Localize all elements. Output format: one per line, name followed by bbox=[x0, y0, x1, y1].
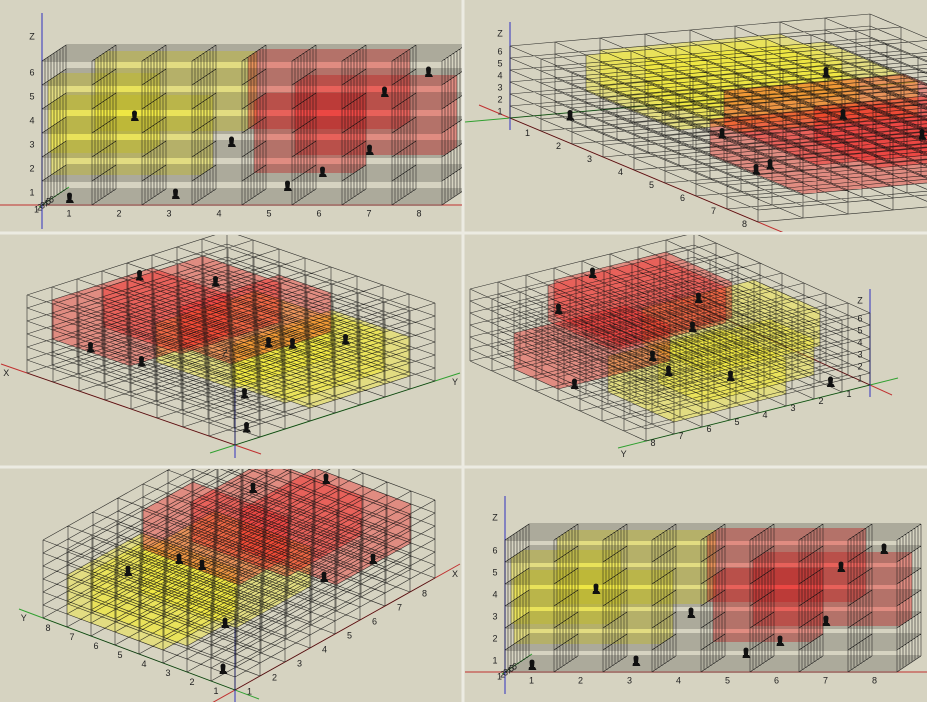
axis-tick-label: 4 bbox=[762, 410, 767, 420]
axis-tick-label: 5 bbox=[29, 91, 34, 101]
axis-tick-label: 2 bbox=[556, 141, 561, 151]
axis-tick-label: 1 bbox=[846, 389, 851, 399]
axis-tick-label: 3 bbox=[165, 668, 170, 678]
axis-tick-label: 1 bbox=[857, 373, 862, 383]
axis-tick-label: 1 bbox=[497, 106, 502, 116]
axis-tick-label: 3 bbox=[497, 82, 502, 92]
axis-tick-label: 8 bbox=[422, 588, 427, 598]
grid bbox=[505, 524, 921, 672]
axis-tick-label: 6 bbox=[512, 661, 517, 671]
axis-tick-label: 1 bbox=[492, 655, 497, 665]
axis-tick-label: 6 bbox=[774, 675, 779, 685]
axis-tick-label: 8 bbox=[650, 438, 655, 448]
axis-tick-label: 1 bbox=[66, 208, 71, 218]
axis-tick-label: 5 bbox=[725, 675, 730, 685]
axis-tick-label: 3 bbox=[297, 658, 302, 668]
axis-tick-label: 1 bbox=[213, 686, 218, 696]
axis-tick-label: 6 bbox=[497, 46, 502, 56]
axis-tick-label: 2 bbox=[189, 677, 194, 687]
axis-name: Z bbox=[29, 31, 35, 41]
axis-tick-label: 4 bbox=[497, 70, 502, 80]
axis-tick-label: 6 bbox=[29, 67, 34, 77]
axis-name: Z bbox=[222, 348, 228, 358]
axis-tick-label: 7 bbox=[823, 675, 828, 685]
axis-name: Z bbox=[497, 28, 503, 38]
axis-tick-label: 6 bbox=[857, 313, 862, 323]
axis-tick-label: 8 bbox=[872, 675, 877, 685]
grid bbox=[42, 45, 466, 205]
axis-tick-label: 5 bbox=[492, 567, 497, 577]
axis-tick-label: 6 bbox=[49, 194, 54, 204]
axis-tick-label: 6 bbox=[316, 208, 321, 218]
axis-tick-label: 5 bbox=[117, 650, 122, 660]
axis-name: Z bbox=[492, 512, 498, 522]
axis-tick-label: 7 bbox=[397, 602, 402, 612]
axis-tick-label: 5 bbox=[734, 417, 739, 427]
axis-name: Y bbox=[621, 449, 627, 459]
axis-tick-label: 3 bbox=[29, 139, 34, 149]
axis-tick-label: 4 bbox=[29, 115, 34, 125]
axis-tick-label: 7 bbox=[711, 206, 716, 216]
axis-tick-label: 6 bbox=[93, 641, 98, 651]
axis-tick-label: 3 bbox=[587, 154, 592, 164]
axis-tick-label: 2 bbox=[578, 675, 583, 685]
axis-tick-label: 6 bbox=[492, 545, 497, 555]
axis-tick-label: 3 bbox=[166, 208, 171, 218]
axis-tick-label: 4 bbox=[322, 644, 327, 654]
axis-tick-label: 1 bbox=[525, 128, 530, 138]
axis-tick-label: 1 bbox=[247, 686, 252, 696]
axis-tick-label: 4 bbox=[857, 337, 862, 347]
axis-tick-label: 2 bbox=[497, 94, 502, 104]
axis-tick-label: 3 bbox=[627, 675, 632, 685]
axis-tick-label: 5 bbox=[649, 180, 654, 190]
axis-tick-label: 7 bbox=[366, 208, 371, 218]
axis-name: Z bbox=[857, 295, 863, 305]
axis-tick-label: 3 bbox=[857, 349, 862, 359]
axis-tick-label: 5 bbox=[497, 58, 502, 68]
axis-name: X bbox=[3, 368, 9, 378]
screenshot: 1 2 3 4 5 6 7 8 1 2 3 4 5 6 1 2 3 4 5 6 Z 1 2 3 4 5 6 7 8 X 1 2 3 4 5 6 Z X Y Z… bbox=[0, 0, 927, 702]
axis-tick-label: 5 bbox=[266, 208, 271, 218]
axis-tick-label: 5 bbox=[857, 325, 862, 335]
axis-name: Y bbox=[452, 377, 458, 387]
axis-tick-label: 4 bbox=[618, 167, 623, 177]
axis-tick-label: 6 bbox=[706, 424, 711, 434]
axis-name: Y bbox=[21, 613, 27, 623]
axis-tick-label: 8 bbox=[416, 208, 421, 218]
axis-tick-label: 4 bbox=[676, 675, 681, 685]
axis-name: X bbox=[452, 569, 458, 579]
axis-tick-label: 1 bbox=[29, 187, 34, 197]
axis-tick-label: 6 bbox=[680, 193, 685, 203]
axis-tick-label: 7 bbox=[678, 431, 683, 441]
axis-tick-label: 6 bbox=[372, 616, 377, 626]
axis-tick-label: 1 bbox=[529, 675, 534, 685]
axis-tick-label: 2 bbox=[818, 396, 823, 406]
axis-tick-label: 4 bbox=[492, 589, 497, 599]
axis-tick-label: 7 bbox=[69, 632, 74, 642]
axis-tick-label: 8 bbox=[742, 219, 747, 229]
axis-tick-label: 2 bbox=[272, 672, 277, 682]
axis-tick-label: 3 bbox=[790, 403, 795, 413]
axis-tick-label: 2 bbox=[116, 208, 121, 218]
axis-tick-label: 4 bbox=[216, 208, 221, 218]
axis-tick-label: 8 bbox=[45, 623, 50, 633]
axis-tick-label: 5 bbox=[347, 630, 352, 640]
axis-tick-label: 3 bbox=[492, 611, 497, 621]
axis-tick-label: 2 bbox=[857, 361, 862, 371]
axis-tick-label: 2 bbox=[492, 633, 497, 643]
axis-tick-label: 4 bbox=[141, 659, 146, 669]
axis-tick-label: 2 bbox=[29, 163, 34, 173]
